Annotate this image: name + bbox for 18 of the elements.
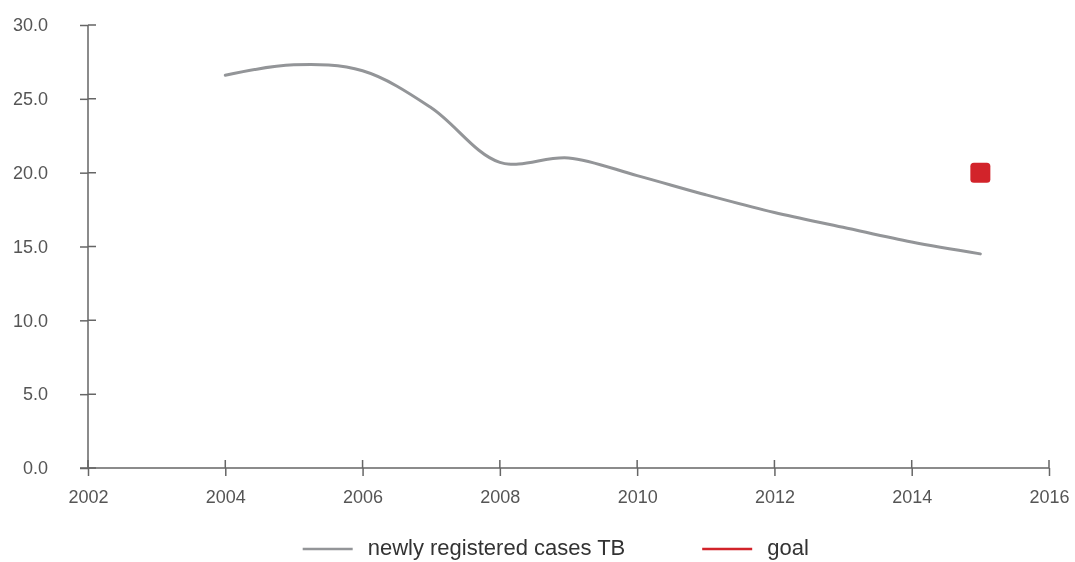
y-tick-label: 10.0 (12, 310, 48, 331)
line-series (223, 63, 982, 256)
y-tick-label: 5.0 (22, 384, 48, 405)
x-tick-label: 2012 (754, 486, 795, 507)
y-tick-label: 30.0 (12, 15, 48, 36)
x-tick-label: 2002 (68, 486, 109, 507)
y-tick-label: 25.0 (12, 89, 48, 110)
x-tick-label: 2008 (480, 486, 521, 507)
x-tick-label: 2006 (343, 486, 384, 507)
x-tick-label: 2010 (617, 486, 658, 507)
legend-label: newly registered cases TB (367, 535, 626, 560)
x-tick-label: 2016 (1029, 486, 1070, 507)
x-tick-label: 2004 (205, 486, 246, 507)
x-tick-label: 2014 (892, 486, 933, 507)
y-tick-label: 20.0 (12, 162, 48, 183)
y-tick-label: 0.0 (22, 458, 48, 479)
y-tick-label: 15.0 (12, 236, 48, 257)
legend-label: goal (767, 535, 809, 560)
